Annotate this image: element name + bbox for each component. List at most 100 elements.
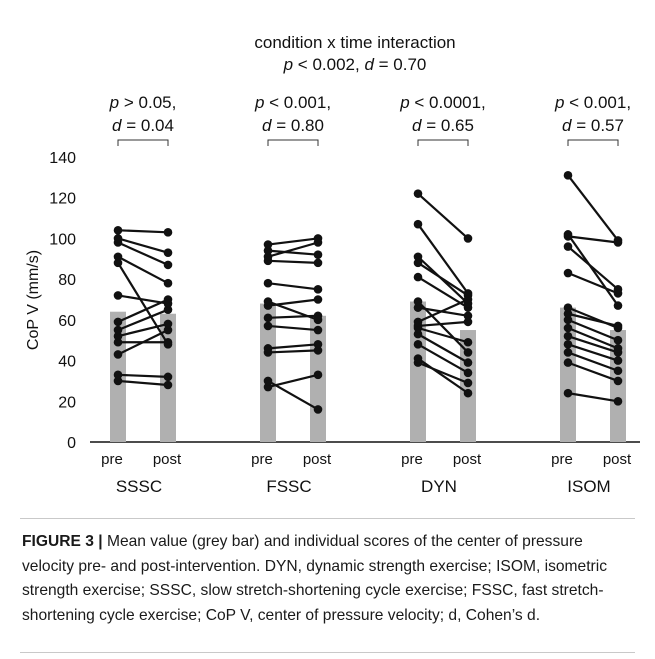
group-dyn-subject-line-3: [417, 333, 469, 364]
group-fssc-significance-bracket: [267, 139, 319, 146]
group-dyn-subject-line-0: [417, 361, 469, 384]
group-dyn-subject-line-1: [417, 357, 469, 395]
group-sssc-subject-line-5: [117, 308, 169, 332]
group-dyn-point-pre-1: [413, 354, 423, 363]
group-sssc-label-post: post: [153, 451, 182, 468]
group-fssc-subject-line-9: [267, 259, 319, 264]
group-dyn-point-post-11: [463, 299, 473, 308]
group-sssc-point-pre-11: [113, 234, 123, 243]
group-dyn-subject-line-11: [417, 255, 469, 305]
caption-text: Mean value (grey bar) and individual sco…: [22, 533, 607, 624]
group-dyn-subject-line-8: [417, 300, 469, 354]
chart-header-line2-part-0: p: [283, 55, 293, 74]
group-sssc-point-post-1: [163, 372, 173, 382]
group-dyn-point-pre-13: [413, 189, 423, 198]
group-isom-subject-line-3: [567, 343, 619, 362]
group-fssc-subject-line-1: [267, 379, 319, 411]
group-dyn-point-pre-2: [413, 339, 423, 349]
y-tick-label-140: 140: [49, 150, 76, 167]
group-dyn-subject-line-5: [417, 320, 469, 328]
group-isom-point-pre-1: [563, 358, 573, 367]
bottom-divider: [20, 652, 635, 653]
group-fssc-point-pre-11: [263, 246, 273, 255]
group-sssc-p-value-part-1: > 0.05,: [119, 93, 176, 112]
group-sssc-point-pre-5: [113, 325, 123, 335]
y-tick-label-120: 120: [49, 191, 76, 208]
group-sssc-significance-bracket: [117, 139, 169, 146]
group-sssc-subject-line-7: [117, 294, 169, 305]
group-isom-point-post-1: [613, 376, 623, 386]
group-dyn-effect-size-part-0: d: [412, 116, 422, 135]
group-fssc-point-post-7: [313, 315, 323, 325]
y-axis-label: CoP V (mm/s): [25, 250, 42, 350]
group-isom-point-pre-5: [563, 323, 573, 333]
group-fssc-effect-size-part-0: d: [262, 116, 272, 135]
group-isom-p-value-part-1: < 0.001,: [564, 93, 631, 112]
group-sssc-subject-line-10: [117, 241, 169, 266]
group-fssc-p-value-part-0: p: [254, 93, 264, 112]
group-sssc-effect-size-part-1: = 0.04: [122, 116, 174, 135]
group-fssc-subject-line-7: [267, 300, 319, 321]
group-isom-mean-bar-post: [610, 330, 626, 442]
group-sssc-point-pre-6: [113, 317, 123, 327]
group-isom-point-pre-4: [563, 331, 573, 341]
chart-header-line2-part-1: < 0.002,: [293, 55, 364, 74]
group-sssc-point-pre-9: [113, 252, 123, 262]
group-fssc-point-post-3: [313, 339, 323, 349]
group-isom-point-pre-8: [563, 303, 573, 312]
group-dyn-effect-size: d = 0.65: [412, 116, 474, 135]
group-fssc-point-pre-4: [263, 321, 273, 331]
group-sssc-point-post-12: [163, 228, 173, 237]
group-fssc-effect-size: d = 0.80: [262, 116, 324, 135]
group-isom-effect-size: d = 0.57: [562, 116, 624, 135]
group-fssc-subject-line-8: [267, 282, 319, 291]
group-fssc-point-pre-8: [263, 278, 273, 288]
group-isom-point-pre-10: [563, 242, 573, 251]
group-sssc-point-pre-7: [113, 291, 123, 300]
group-dyn-point-pre-11: [413, 252, 423, 262]
group-dyn-point-pre-12: [413, 219, 423, 229]
group-dyn-point-post-12: [463, 289, 473, 298]
group-isom-subject-line-12: [567, 233, 619, 307]
group-dyn-point-pre-10: [413, 258, 423, 268]
group-fssc-point-pre-12: [263, 240, 273, 249]
group-dyn-point-pre-7: [413, 303, 423, 312]
group-dyn-p-value-part-1: < 0.0001,: [410, 93, 486, 112]
group-fssc-point-pre-1: [263, 376, 273, 386]
group-fssc-subject-line-2: [267, 349, 319, 354]
group-fssc-p-value-part-1: < 0.001,: [264, 93, 331, 112]
group-sssc-subject-line-12: [117, 229, 169, 234]
group-sssc-p-value: p > 0.05,: [109, 93, 177, 112]
group-dyn-point-pre-6: [413, 317, 423, 327]
group-sssc-point-post-5: [163, 305, 173, 314]
group-sssc-point-post-2: [163, 325, 173, 335]
y-tick-label-60: 60: [58, 313, 76, 330]
group-dyn-point-post-8: [463, 348, 473, 357]
group-fssc-subject-line-12: [267, 237, 319, 246]
group-dyn-subject-line-13: [417, 192, 469, 240]
group-fssc-point-post-9: [313, 258, 323, 268]
group-fssc-label-pre: pre: [251, 451, 273, 468]
group-isom-significance-bracket: [567, 139, 619, 146]
group-sssc-effect-size: d = 0.04: [112, 116, 174, 135]
group-fssc-subject-line-3: [267, 343, 319, 350]
group-sssc-point-post-4: [163, 319, 173, 329]
group-isom-subject-line-8: [567, 306, 619, 330]
group-dyn-subject-line-4: [417, 326, 469, 344]
group-sssc-point-pre-4: [113, 331, 123, 341]
group-dyn-point-post-13: [463, 234, 473, 243]
chart-header-line2: p < 0.002, d = 0.70: [283, 55, 427, 74]
group-fssc-effect-size-part-1: = 0.80: [272, 116, 324, 135]
group-isom-point-pre-12: [563, 230, 573, 239]
group-isom-name-label: ISOM: [567, 477, 610, 496]
group-isom-point-pre-0: [563, 388, 573, 398]
group-fssc-p-value: p < 0.001,: [254, 93, 331, 112]
group-isom-label-post: post: [603, 451, 632, 468]
group-fssc-subject-line-10: [267, 241, 319, 258]
group-fssc-point-post-6: [313, 295, 323, 304]
y-tick-label-0: 0: [67, 435, 76, 452]
group-fssc-point-post-0: [313, 370, 323, 380]
group-dyn-subject-line-9: [417, 276, 469, 309]
caption-label: FIGURE 3 |: [22, 533, 103, 550]
y-tick-label-20: 20: [58, 394, 76, 411]
